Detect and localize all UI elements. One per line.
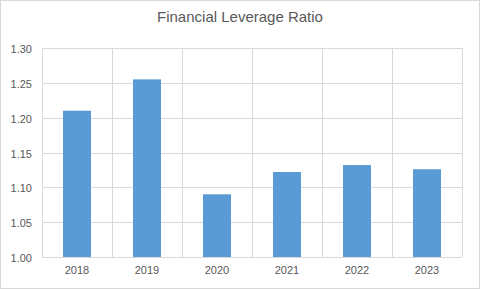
bar — [203, 194, 231, 257]
y-tick-label: 1.15 — [11, 148, 32, 160]
bar — [63, 111, 91, 257]
y-tick-label: 1.00 — [11, 252, 32, 264]
bar — [273, 172, 301, 257]
y-tick-label: 1.30 — [11, 43, 32, 55]
category-grid-line — [182, 48, 183, 257]
bar — [133, 79, 161, 257]
chart-container: 1.00 1.05 1.10 1.15 1.20 1.25 1.30 2018 2019 2020… — [0, 0, 480, 289]
y-tick-label: 1.10 — [11, 182, 32, 194]
x-tick-label: 2022 — [345, 264, 369, 276]
category-grid-line — [392, 48, 393, 257]
category-grid-line — [42, 48, 43, 257]
x-tick-label: 2020 — [205, 264, 229, 276]
y-tick-label: 1.05 — [11, 217, 32, 229]
grid-line — [42, 257, 462, 258]
category-grid-line — [252, 48, 253, 257]
category-grid-line — [112, 48, 113, 257]
x-tick-label: 2018 — [65, 264, 89, 276]
chart-svg: 1.00 1.05 1.10 1.15 1.20 1.25 1.30 2018 2019 2020… — [0, 0, 480, 289]
bars — [63, 79, 441, 257]
category-grid-line — [322, 48, 323, 257]
category-grid-line — [462, 48, 463, 257]
x-tick-label: 2023 — [415, 264, 439, 276]
bar — [413, 169, 441, 257]
grid — [42, 48, 463, 258]
chart-title: Financial Leverage Ratio — [157, 8, 323, 25]
x-tick-label: 2021 — [275, 264, 299, 276]
x-axis-line — [42, 257, 462, 258]
y-tick-label: 1.20 — [11, 113, 32, 125]
bar — [343, 165, 371, 257]
y-tick-label: 1.25 — [11, 78, 32, 90]
chart-border — [1, 1, 480, 289]
x-tick-label: 2019 — [135, 264, 159, 276]
